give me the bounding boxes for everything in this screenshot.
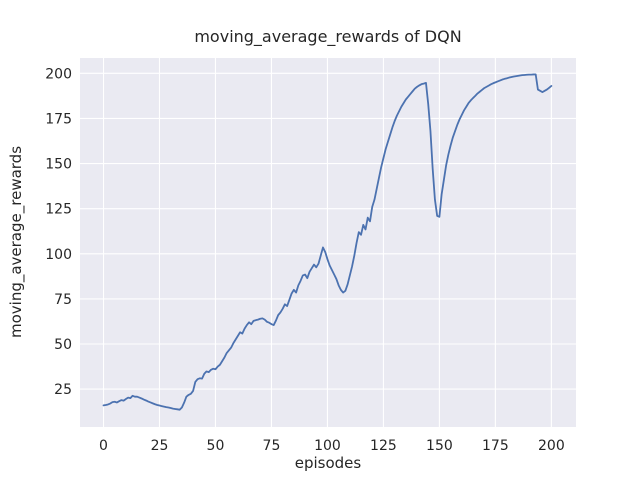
y-tick-label: 175	[45, 111, 72, 127]
x-tick-labels: 0 25 50 75 100 125 150 175 200	[99, 438, 565, 454]
x-tick-label: 0	[99, 438, 108, 454]
x-tick-label: 150	[426, 438, 453, 454]
gridlines	[80, 58, 576, 427]
y-tick-label: 75	[54, 292, 72, 308]
x-tick-label: 100	[314, 438, 341, 454]
x-tick-label: 75	[263, 438, 281, 454]
x-tick-label: 125	[370, 438, 397, 454]
x-tick-label: 50	[207, 438, 225, 454]
x-tick-label: 175	[482, 438, 509, 454]
y-tick-label: 50	[54, 337, 72, 353]
y-tick-label: 25	[54, 382, 72, 398]
y-axis-label: moving_average_rewards	[7, 146, 26, 338]
y-tick-label: 150	[45, 157, 72, 173]
x-tick-label: 200	[538, 438, 565, 454]
x-tick-label: 25	[151, 438, 169, 454]
y-tick-labels: 25 50 75 100 125 150 175 200	[45, 66, 72, 398]
y-tick-label: 100	[45, 247, 72, 263]
chart-title: moving_average_rewards of DQN	[194, 27, 461, 47]
y-tick-label: 125	[45, 202, 72, 218]
x-axis-label: episodes	[295, 454, 362, 472]
dqn-reward-line	[102, 73, 553, 411]
y-tick-label: 200	[45, 66, 72, 82]
plot-area	[80, 58, 576, 427]
